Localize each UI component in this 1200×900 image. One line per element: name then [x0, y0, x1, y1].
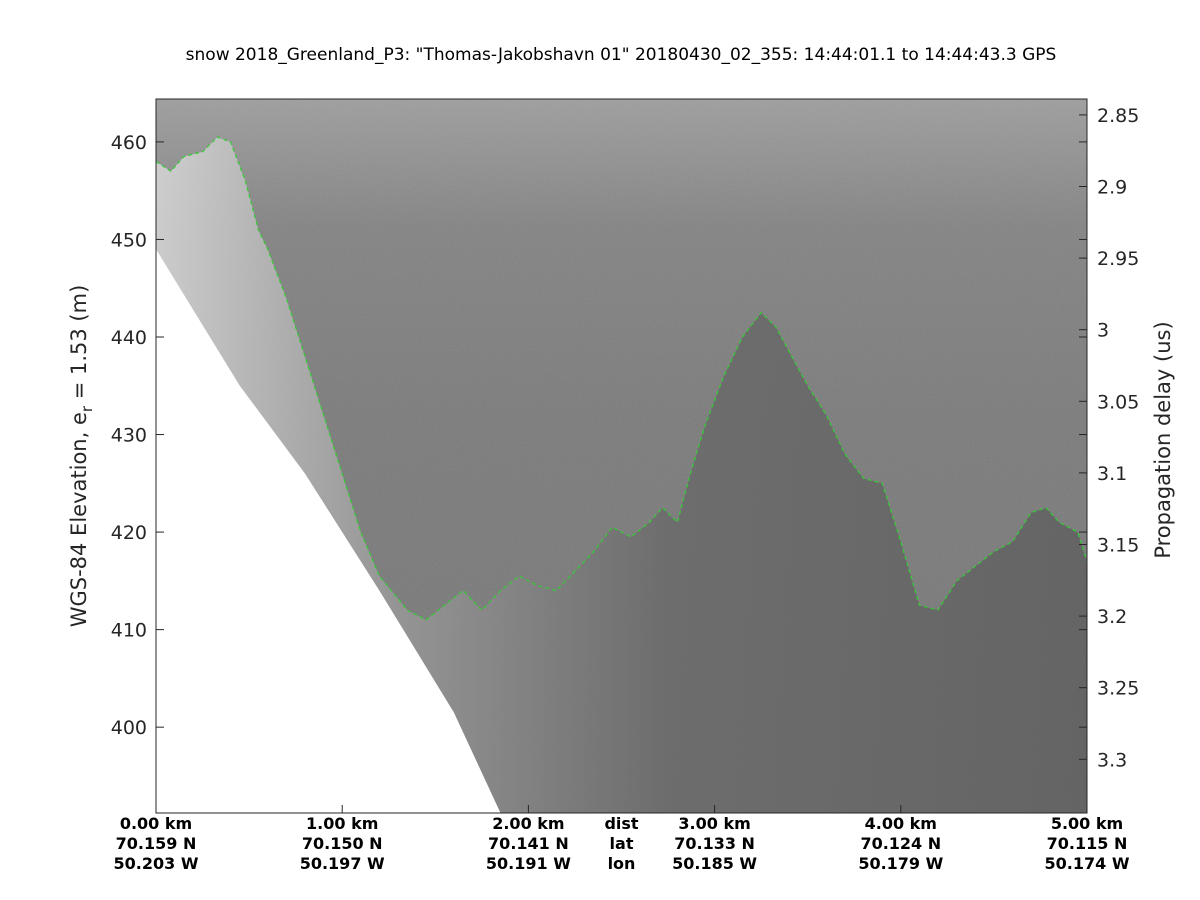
- right-tick-label: 3.1: [1097, 463, 1127, 485]
- plot-area: [156, 99, 1087, 813]
- x-tick-dist: 0.00 km: [120, 814, 192, 833]
- right-tick-label: 2.9: [1097, 176, 1127, 198]
- left-axis: 460 450 440 430 420 410 400: [111, 132, 1087, 739]
- x-tick-lon: 50.197 W: [300, 854, 385, 873]
- x-tick-lon: 50.179 W: [858, 854, 943, 873]
- right-tick-label: 3: [1097, 320, 1109, 342]
- x-tick-dist: 1.00 km: [306, 814, 378, 833]
- left-tick-label: 400: [111, 717, 147, 739]
- left-axis-label: WGS-84 Elevation, er = 1.53 (m): [67, 285, 96, 628]
- x-tick-dist: 4.00 km: [865, 814, 937, 833]
- x-tick-lat: 70.124 N: [860, 834, 941, 853]
- chart-title: snow 2018_Greenland_P3: "Thomas-Jakobsha…: [186, 45, 1057, 65]
- left-tick-label: 450: [111, 229, 147, 251]
- right-tick-label: 2.95: [1097, 248, 1139, 270]
- left-tick-label: 420: [111, 522, 147, 544]
- x-tick-lon: 50.203 W: [114, 854, 199, 873]
- x-row-label-lat: lat: [610, 834, 634, 853]
- x-row-label-dist: dist: [604, 814, 638, 833]
- right-tick-label: 3.15: [1097, 534, 1139, 556]
- right-axis: 2.85 2.9 2.95 3 3.05 3.1 3.15 3.2 3.25 3.3: [1079, 105, 1139, 771]
- x-tick-dist: 2.00 km: [492, 814, 564, 833]
- x-tick-lon: 50.185 W: [672, 854, 757, 873]
- right-tick-label: 3.05: [1097, 391, 1139, 413]
- x-tick-lat: 70.159 N: [116, 834, 197, 853]
- left-axis-label-subscript: r: [78, 405, 96, 412]
- left-tick-label: 410: [111, 620, 147, 642]
- x-tick-lat: 70.141 N: [488, 834, 569, 853]
- left-axis-label-tail: = 1.53 (m): [67, 285, 91, 406]
- x-tick-lat: 70.150 N: [302, 834, 383, 853]
- right-tick-label: 3.3: [1097, 749, 1127, 771]
- surface-trace: [156, 136, 1087, 621]
- left-tick-label: 460: [111, 132, 147, 154]
- right-tick-label: 3.2: [1097, 606, 1127, 628]
- x-tick-dist: 3.00 km: [678, 814, 750, 833]
- plot-frame: [155, 98, 1088, 814]
- x-tick-lon: 50.191 W: [486, 854, 571, 873]
- left-tick-label: 440: [111, 327, 147, 349]
- x-tick-lon: 50.174 W: [1045, 854, 1130, 873]
- no-data-region: [156, 249, 501, 813]
- right-axis-label: Propagation delay (us): [1151, 321, 1175, 558]
- left-tick-label: 430: [111, 425, 147, 447]
- x-tick-lat: 70.115 N: [1047, 834, 1128, 853]
- x-tick-lat: 70.133 N: [674, 834, 755, 853]
- right-tick-label: 2.85: [1097, 105, 1139, 127]
- x-row-label-lon: lon: [608, 854, 636, 873]
- x-tick-dist: 5.00 km: [1051, 814, 1123, 833]
- right-tick-label: 3.25: [1097, 678, 1139, 700]
